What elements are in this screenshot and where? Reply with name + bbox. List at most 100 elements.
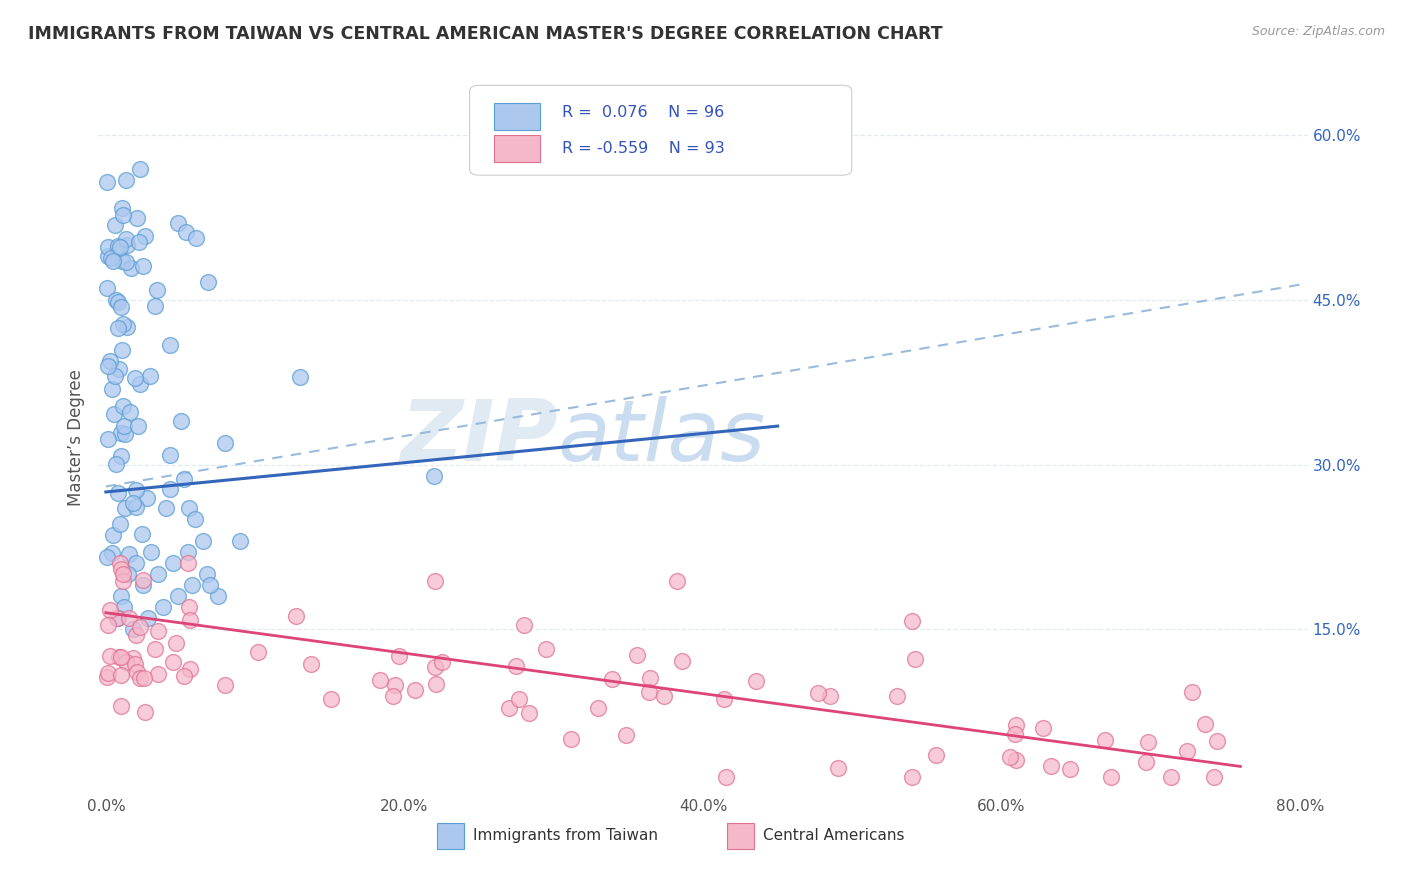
Bar	[727, 823, 754, 849]
Point	[107, 486, 129, 500]
Point	[207, 589, 229, 603]
Point	[122, 495, 145, 509]
Point	[716, 771, 738, 785]
Point	[638, 685, 661, 699]
Point	[107, 239, 129, 253]
Point	[125, 211, 148, 226]
Point	[820, 690, 842, 704]
Point	[110, 562, 132, 576]
Point	[118, 547, 141, 561]
Point	[159, 448, 181, 462]
Point	[104, 218, 127, 232]
Point	[191, 534, 214, 549]
Point	[134, 229, 156, 244]
Point	[904, 652, 927, 666]
Point	[534, 641, 557, 656]
Point	[121, 622, 143, 636]
Point	[169, 414, 191, 428]
Point	[1005, 718, 1028, 732]
Point	[115, 655, 138, 669]
Point	[159, 338, 181, 352]
Point	[214, 435, 236, 450]
Point	[179, 614, 201, 628]
Point	[425, 574, 447, 589]
Point	[132, 578, 155, 592]
Bar	[437, 823, 464, 849]
FancyBboxPatch shape	[470, 86, 852, 175]
Point	[229, 534, 252, 549]
Point	[713, 691, 735, 706]
Point	[107, 362, 129, 376]
Point	[107, 611, 129, 625]
Point	[166, 589, 188, 603]
Point	[108, 516, 131, 531]
Point	[184, 231, 207, 245]
Point	[614, 728, 637, 742]
Point	[134, 706, 156, 720]
Bar	[494, 136, 540, 162]
Point	[135, 491, 157, 505]
Point	[139, 545, 162, 559]
Point	[652, 690, 675, 704]
Point	[1175, 744, 1198, 758]
Point	[125, 483, 148, 498]
Point	[105, 611, 128, 625]
Point	[124, 500, 146, 515]
Point	[388, 648, 411, 663]
Point	[1194, 716, 1216, 731]
Point	[498, 701, 520, 715]
Point	[404, 682, 426, 697]
Point	[129, 671, 152, 685]
Point	[384, 678, 406, 692]
Point	[112, 399, 135, 413]
Point	[131, 527, 153, 541]
Y-axis label: Master’s Degree: Master’s Degree	[67, 368, 86, 506]
Text: R =  0.076    N = 96: R = 0.076 N = 96	[561, 105, 724, 120]
Point	[176, 225, 198, 239]
Point	[666, 574, 689, 588]
Point	[181, 578, 204, 592]
Point	[112, 574, 135, 589]
Point	[97, 617, 120, 632]
Point	[121, 650, 143, 665]
Point	[101, 382, 124, 396]
Point	[132, 573, 155, 587]
Point	[1135, 755, 1157, 769]
Point	[146, 567, 169, 582]
Point	[319, 691, 342, 706]
Point	[97, 249, 120, 263]
Point	[901, 614, 924, 628]
Point	[143, 299, 166, 313]
Point	[112, 208, 135, 222]
Point	[107, 321, 129, 335]
Point	[432, 656, 454, 670]
Point	[110, 449, 132, 463]
Point	[1032, 722, 1054, 736]
Point	[152, 600, 174, 615]
Point	[117, 238, 139, 252]
Point	[1094, 732, 1116, 747]
Point	[124, 657, 146, 671]
Point	[114, 427, 136, 442]
Point	[110, 649, 132, 664]
Point	[98, 603, 121, 617]
Point	[112, 419, 135, 434]
Point	[200, 578, 222, 592]
Point	[136, 611, 159, 625]
Point	[111, 201, 134, 215]
Point	[423, 659, 446, 673]
Point	[197, 567, 219, 582]
Point	[134, 671, 156, 685]
Point	[1099, 771, 1122, 785]
Point	[97, 432, 120, 446]
Point	[107, 295, 129, 310]
Point	[901, 770, 924, 784]
Point	[179, 501, 201, 516]
Point	[128, 235, 150, 249]
Point	[111, 254, 134, 268]
Point	[129, 620, 152, 634]
Point	[103, 368, 125, 383]
Point	[97, 665, 120, 680]
Point	[671, 654, 693, 668]
Point	[600, 672, 623, 686]
